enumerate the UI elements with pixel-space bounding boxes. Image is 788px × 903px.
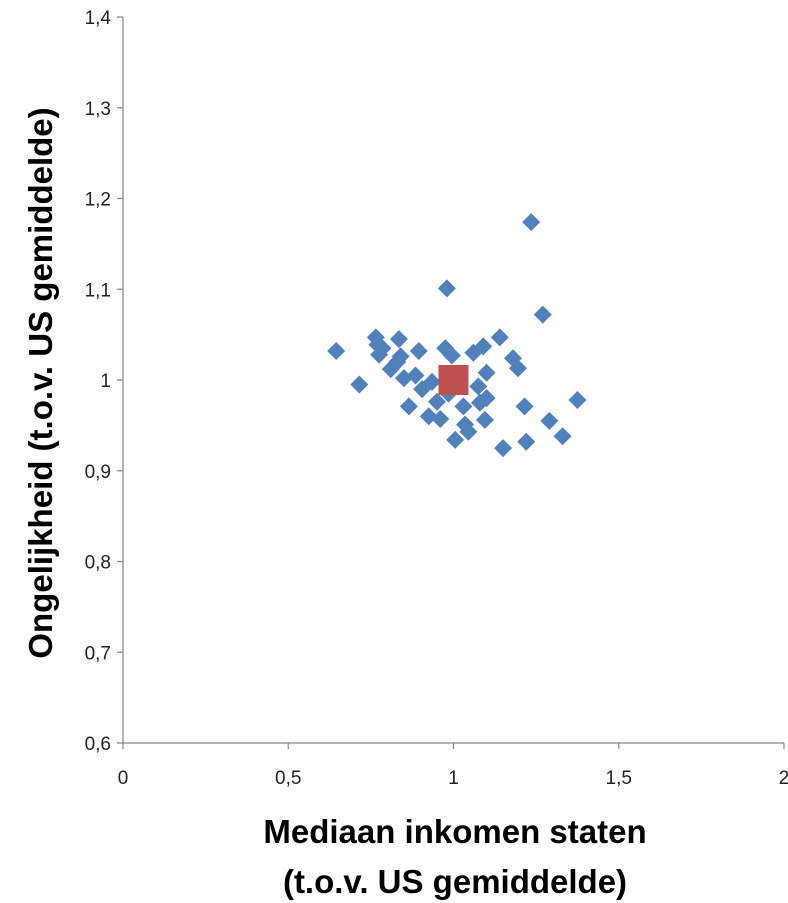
data-point-diamond — [442, 346, 461, 365]
data-point-diamond — [474, 337, 493, 356]
y-axis-title: Ongelijkheid (t.o.v. US gemiddelde) — [22, 107, 59, 658]
y-tick-label: 1,4 — [85, 8, 112, 29]
y-tick-label: 1,1 — [85, 280, 111, 301]
x-tick-label: 2 — [779, 768, 788, 789]
data-point-diamond — [427, 392, 446, 411]
x-axis-title-line-2: (t.o.v. US gemiddelde) — [283, 863, 627, 900]
data-point-diamond — [454, 397, 473, 416]
x-tick-label: 1 — [448, 768, 459, 789]
ticks: 0,6 0,7 0,8 0,9 1 1,1 1,2 1,3 1,4 0 0,5 1 1,5 2 — [85, 8, 788, 789]
y-tick-label: 1,3 — [85, 99, 111, 120]
x-tick-label: 1,5 — [606, 768, 632, 789]
data-point-diamond — [477, 389, 496, 408]
data-point-diamond — [437, 279, 456, 298]
data-point-diamond — [406, 366, 425, 385]
data-point-diamond — [515, 397, 534, 416]
x-tick-label: 0 — [118, 768, 129, 789]
data-point-diamond — [469, 377, 488, 396]
data-point-diamond — [494, 439, 513, 458]
data-points — [327, 213, 587, 458]
data-point-diamond — [459, 422, 478, 441]
data-point-diamond — [477, 363, 496, 382]
data-point-diamond — [490, 328, 509, 347]
data-point-diamond — [423, 372, 442, 391]
data-point-square — [438, 365, 469, 395]
y-tick-label: 0,6 — [85, 734, 111, 755]
data-point-diamond — [568, 390, 587, 409]
data-point-diamond — [446, 430, 465, 449]
data-point-diamond — [508, 359, 527, 378]
y-tick-label: 1 — [100, 371, 111, 392]
data-point-diamond — [517, 432, 536, 451]
data-point-diamond — [533, 305, 552, 324]
data-point-diamond — [431, 410, 450, 429]
data-point-diamond — [409, 341, 428, 360]
y-tick-label: 1,2 — [85, 190, 111, 211]
data-point-diamond — [373, 339, 392, 358]
data-point-diamond — [522, 213, 541, 232]
data-point-diamond — [389, 330, 408, 349]
data-point-diamond — [350, 375, 369, 394]
x-axis-title-line-1: Mediaan inkomen staten — [263, 813, 646, 850]
data-point-diamond — [391, 347, 410, 366]
y-tick-label: 0,7 — [85, 643, 111, 664]
y-tick-label: 0,9 — [85, 462, 111, 483]
data-point-diamond — [327, 341, 346, 360]
x-tick-label: 0,5 — [275, 768, 301, 789]
data-point-diamond — [540, 411, 559, 430]
y-tick-label: 0,8 — [85, 553, 111, 574]
data-point-diamond — [475, 410, 494, 429]
data-point-diamond — [399, 397, 418, 416]
data-point-diamond — [553, 427, 572, 446]
